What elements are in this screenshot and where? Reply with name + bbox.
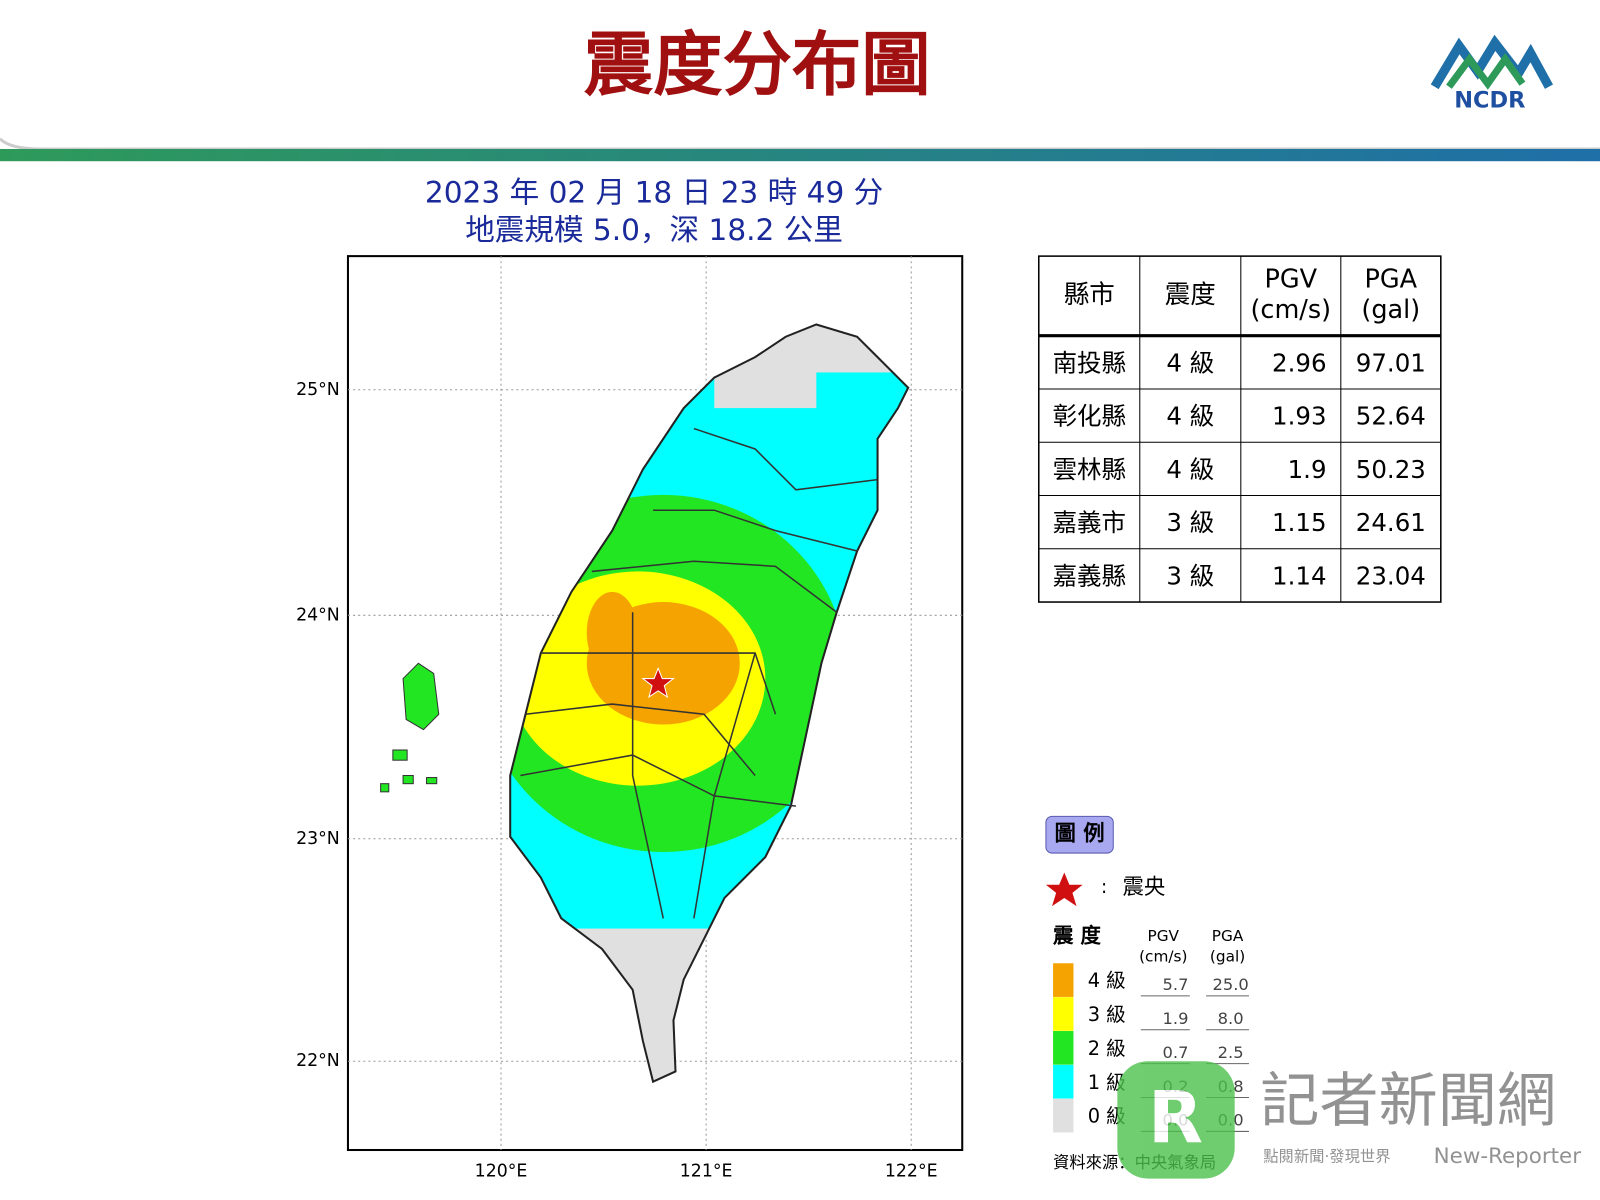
legend-star	[1045, 872, 1083, 907]
table-cell: 23.04	[1356, 561, 1426, 590]
legend-level-pga: 2.5	[1218, 1043, 1244, 1062]
table-cell: 4 級	[1166, 402, 1214, 431]
header-bar	[0, 148, 1600, 162]
county-borders	[520, 427, 878, 919]
table-cell: 彰化縣	[1053, 402, 1126, 431]
table-cell: 50.23	[1356, 455, 1426, 484]
legend-level: 1 級	[1088, 1071, 1126, 1094]
legend-swatch	[1053, 997, 1074, 1031]
lat-label: 22°N	[296, 1051, 340, 1071]
table-cell: 南投縣	[1053, 348, 1126, 377]
epicenter-star	[641, 666, 675, 699]
legend-level-pga: 8.0	[1218, 1009, 1244, 1028]
legend-sep: :	[1101, 877, 1107, 898]
legend-swatch	[1053, 1031, 1074, 1065]
legend-level-pga: 25.0	[1212, 975, 1248, 994]
legend-level: 4 級	[1088, 969, 1126, 992]
table-header: PGV	[1265, 265, 1318, 295]
watermark-icon-letter: R	[1148, 1076, 1203, 1159]
legend-title-box	[1045, 815, 1114, 854]
lon-label: 122°E	[885, 1161, 938, 1181]
legend-swatch	[1053, 1098, 1074, 1133]
header-bg	[0, 0, 1600, 143]
header-shadow	[0, 137, 1600, 151]
watermark-name: 記者新聞網	[1260, 1066, 1556, 1135]
watermark-slogan: 點閱新聞‧發現世界	[1263, 1148, 1390, 1166]
table-cell: 97.01	[1356, 348, 1426, 377]
table-cell: 24.61	[1356, 508, 1426, 537]
legend-level-pgv: 0.7	[1163, 1043, 1189, 1062]
legend-pga-unit: (gal)	[1210, 948, 1245, 966]
lon-label: 121°E	[680, 1161, 733, 1181]
legend-swatch	[1053, 1064, 1074, 1099]
table-cell: 1.93	[1272, 402, 1326, 431]
lat-label: 24°N	[296, 605, 340, 625]
table-header: (cm/s)	[1250, 295, 1331, 325]
table-header: PGA	[1365, 265, 1418, 295]
table-cell: 2.96	[1272, 348, 1326, 377]
table-cell: 3 級	[1166, 508, 1214, 537]
table-cell: 1.15	[1272, 508, 1326, 537]
table-cell: 嘉義縣	[1053, 561, 1126, 590]
watermark-brand: New-Reporter	[1434, 1144, 1582, 1169]
legend-title: 圖 例	[1054, 822, 1104, 847]
table-cell: 4 級	[1166, 348, 1214, 377]
legend-pgv-unit: (cm/s)	[1139, 948, 1187, 966]
table-cell: 雲林縣	[1053, 455, 1126, 484]
watermark: R 記者新聞網 點閱新聞‧發現世界 New-Reporter	[1117, 1061, 1582, 1179]
lat-label: 23°N	[296, 829, 340, 849]
table-header: 震度	[1165, 280, 1216, 310]
table-cell: 嘉義市	[1053, 508, 1126, 537]
legend-swatch	[1053, 963, 1074, 997]
legend-level-pgv: 5.7	[1163, 975, 1189, 994]
table-cell: 4 級	[1166, 455, 1214, 484]
logo: NCDR	[1430, 34, 1554, 114]
legend-level: 3 級	[1088, 1003, 1126, 1026]
map-event: 地震規模 5.0，深 18.2 公里	[465, 213, 843, 247]
coastline	[509, 323, 910, 1084]
legend-level-pgv: 1.9	[1163, 1009, 1189, 1028]
logo-text: NCDR	[1454, 88, 1525, 114]
intensity-table: 縣市 震度 PGV(cm/s) PGA(gal) 南投縣 4 級 2.96 97.01 彰化縣 4…	[1038, 255, 1442, 603]
legend-level: 2 級	[1088, 1037, 1126, 1060]
legend-levels: 4 級5.725.03 級1.98.02 級0.72.51 級0.20.80 級…	[1053, 963, 1249, 1133]
table-border	[1038, 255, 1442, 603]
map-time: 2023 年 02 月 18 日 23 時 49 分	[425, 175, 883, 209]
legend-pgv: PGV	[1147, 927, 1179, 945]
table-header: 縣市	[1064, 280, 1115, 310]
table-cell: 1.9	[1288, 455, 1327, 484]
watermark-icon	[1117, 1061, 1235, 1179]
legend-epicenter: 震央	[1122, 875, 1165, 900]
table-cell: 1.14	[1272, 561, 1326, 590]
lon-label: 120°E	[475, 1161, 528, 1181]
title: 震度分布圖	[584, 25, 931, 105]
legend-pga: PGA	[1212, 927, 1244, 945]
table-cell: 52.64	[1356, 402, 1426, 431]
table-header: (gal)	[1361, 295, 1420, 325]
lat-label: 25°N	[296, 380, 340, 400]
legend-intensity: 震 度	[1053, 924, 1101, 948]
penghu	[380, 662, 440, 793]
legend-level: 0 級	[1088, 1105, 1126, 1128]
table-cell: 3 級	[1166, 561, 1214, 590]
